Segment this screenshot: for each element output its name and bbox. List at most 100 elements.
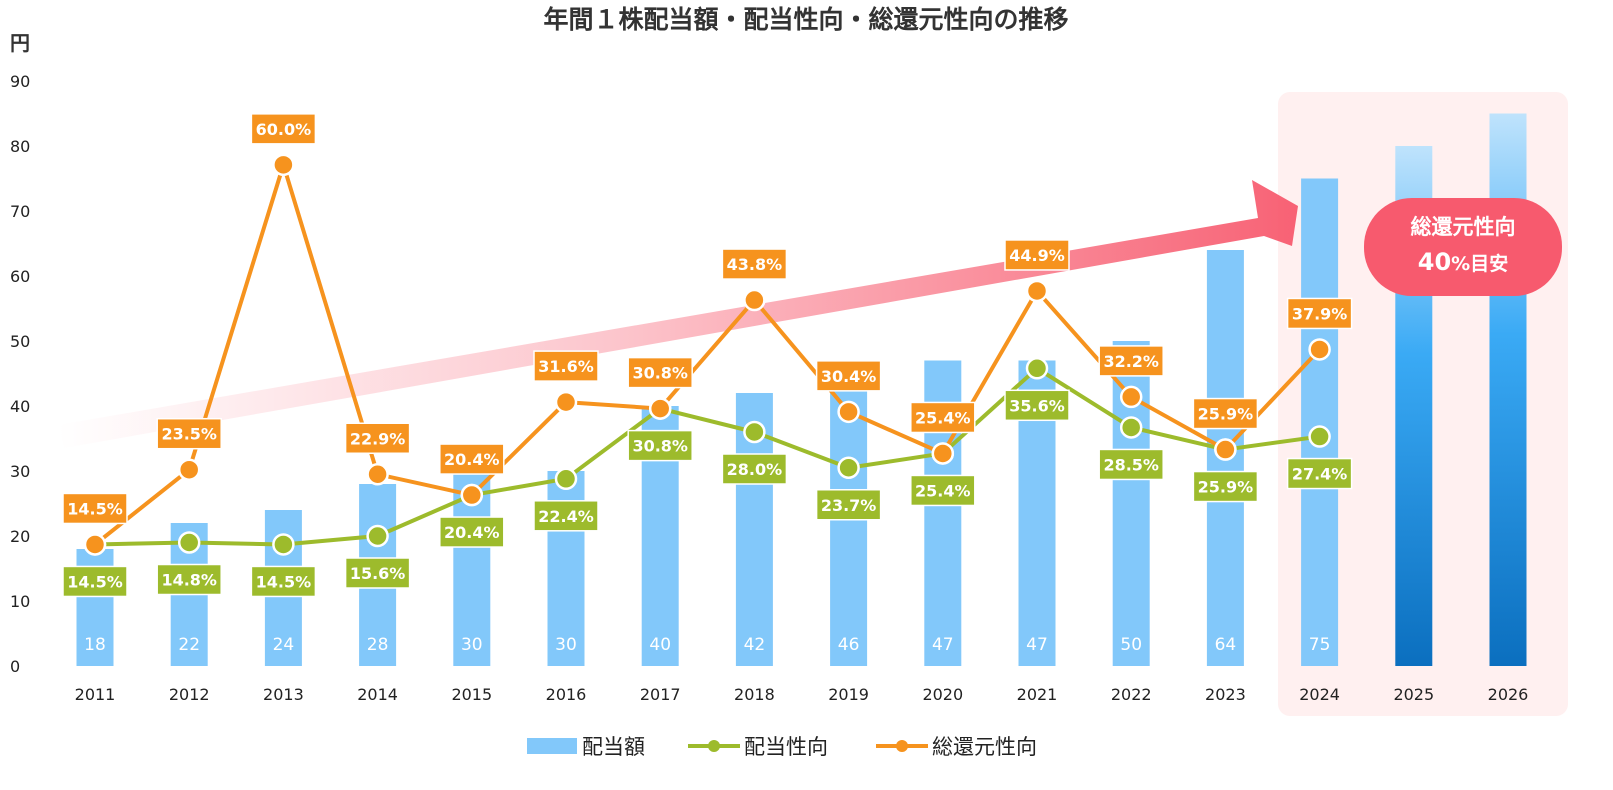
payout-ratio-label-2012-text: 14.8% xyxy=(161,571,217,590)
y-tick-label: 90 xyxy=(10,72,30,91)
total-return-ratio-point-2018 xyxy=(744,290,764,310)
y-tick-label: 60 xyxy=(10,267,30,286)
total-return-label-2019: 30.4% xyxy=(817,361,881,391)
total-return-label-2017: 30.8% xyxy=(628,358,692,388)
payout-ratio-label-2018: 28.0% xyxy=(722,454,786,484)
payout-ratio-label-2016-text: 22.4% xyxy=(538,507,594,526)
total-return-label-2011-text: 14.5% xyxy=(67,499,123,518)
chart: 年間１株配当額・配当性向・総還元性向の推移 円 0102030405060708… xyxy=(0,0,1613,790)
payout-ratio-label-2014-text: 15.6% xyxy=(350,564,406,583)
total-return-label-2024: 37.9% xyxy=(1288,298,1352,328)
x-tick-label: 2012 xyxy=(169,685,210,704)
x-tick-label: 2019 xyxy=(828,685,869,704)
total-return-ratio-point-2017 xyxy=(650,399,670,419)
x-tick-label: 2017 xyxy=(640,685,681,704)
payout-ratio-label-2011: 14.5% xyxy=(63,566,127,596)
total-return-label-2015: 20.4% xyxy=(440,444,504,474)
dividend-bar-label-2011: 18 xyxy=(84,635,106,655)
x-tick-label: 2025 xyxy=(1393,685,1434,704)
payout-ratio-point-2014 xyxy=(368,526,388,546)
dividend-bar-2026 xyxy=(1490,114,1527,667)
total-return-label-2022: 32.2% xyxy=(1099,346,1163,376)
payout-ratio-label-2021: 35.6% xyxy=(1005,390,1069,420)
x-tick-label: 2015 xyxy=(451,685,492,704)
total-return-label-2017-text: 30.8% xyxy=(632,364,688,383)
total-return-label-2020-text: 25.4% xyxy=(915,408,971,427)
total-return-label-2013: 60.0% xyxy=(251,114,315,144)
payout-ratio-point-2024 xyxy=(1310,427,1330,447)
x-tick-label: 2013 xyxy=(263,685,304,704)
total-return-ratio-point-2014 xyxy=(368,464,388,484)
payout-ratio-label-2011-text: 14.5% xyxy=(67,572,123,591)
payout-ratio-label-2013-text: 14.5% xyxy=(256,572,312,591)
total-return-label-2018-text: 43.8% xyxy=(727,255,783,274)
payout-ratio-label-2023: 25.9% xyxy=(1193,472,1257,502)
payout-ratio-label-2024-text: 27.4% xyxy=(1292,465,1348,484)
dividend-bar-label-2017: 40 xyxy=(649,635,671,655)
payout-ratio-label-2023-text: 25.9% xyxy=(1198,478,1254,497)
dividend-bar-label-2024: 75 xyxy=(1309,635,1331,655)
legend-payout-label: 配当性向 xyxy=(744,735,828,759)
total-return-label-2013-text: 60.0% xyxy=(256,120,312,139)
legend-total-return-label: 総還元性向 xyxy=(932,735,1037,759)
payout-ratio-point-2022 xyxy=(1121,417,1141,437)
payout-ratio-point-2016 xyxy=(556,469,576,489)
total-return-label-2022-text: 32.2% xyxy=(1103,352,1159,371)
y-tick-label: 50 xyxy=(10,332,30,351)
total-return-ratio-point-2022 xyxy=(1121,387,1141,407)
payout-ratio-label-2017: 30.8% xyxy=(628,431,692,461)
target-line2: 40%目安 xyxy=(1418,248,1508,276)
dividend-bar-label-2020: 47 xyxy=(932,635,954,655)
total-return-ratio-point-2020 xyxy=(933,443,953,463)
y-axis-unit: 円 xyxy=(10,31,30,55)
y-tick-label: 0 xyxy=(10,657,20,676)
dividend-bar-label-2021: 47 xyxy=(1026,635,1048,655)
payout-ratio-label-2015-text: 20.4% xyxy=(444,523,500,542)
dividend-bar-2024 xyxy=(1301,179,1338,667)
payout-ratio-label-2013: 14.5% xyxy=(251,566,315,596)
payout-ratio-label-2021-text: 35.6% xyxy=(1009,396,1065,415)
y-tick-label: 80 xyxy=(10,137,30,156)
total-return-label-2024-text: 37.9% xyxy=(1292,304,1348,323)
payout-ratio-label-2019-text: 23.7% xyxy=(821,496,877,515)
payout-ratio-label-2024: 27.4% xyxy=(1288,459,1352,489)
target-percent-rest: %目安 xyxy=(1451,252,1508,275)
total-return-ratio-point-2024 xyxy=(1310,339,1330,359)
x-tick-label: 2023 xyxy=(1205,685,1246,704)
dividend-bar-label-2019: 46 xyxy=(838,635,860,655)
x-tick-label: 2022 xyxy=(1111,685,1152,704)
payout-ratio-label-2016: 22.4% xyxy=(534,501,598,531)
total-return-ratio-point-2021 xyxy=(1027,281,1047,301)
dividend-bar-label-2013: 24 xyxy=(273,635,295,655)
x-tick-label: 2011 xyxy=(75,685,116,704)
y-tick-label: 70 xyxy=(10,202,30,221)
dividend-bar-label-2012: 22 xyxy=(178,635,200,655)
payout-ratio-label-2022-text: 28.5% xyxy=(1103,455,1159,474)
payout-ratio-label-2020: 25.4% xyxy=(911,475,975,505)
total-return-label-2021: 44.9% xyxy=(1005,240,1069,270)
total-return-ratio-point-2013 xyxy=(273,155,293,175)
total-return-label-2020: 25.4% xyxy=(911,402,975,432)
x-tick-label: 2016 xyxy=(546,685,587,704)
y-axis-ticks: 0102030405060708090 xyxy=(10,72,30,676)
total-return-label-2011: 14.5% xyxy=(63,493,127,523)
total-return-ratio-point-2012 xyxy=(179,460,199,480)
payout-ratio-point-2018 xyxy=(744,422,764,442)
total-return-ratio-point-2011 xyxy=(85,534,105,554)
total-return-label-2018: 43.8% xyxy=(722,249,786,279)
total-return-label-2023-text: 25.9% xyxy=(1198,405,1254,424)
legend-bar-swatch xyxy=(527,738,577,754)
dividend-bar-label-2023: 64 xyxy=(1215,635,1237,655)
x-tick-label: 2018 xyxy=(734,685,775,704)
dividend-bar-label-2014: 28 xyxy=(367,635,389,655)
payout-ratio-label-2018-text: 28.0% xyxy=(727,460,783,479)
total-return-label-2019-text: 30.4% xyxy=(821,367,877,386)
total-return-label-2015-text: 20.4% xyxy=(444,450,500,469)
payout-ratio-label-2014: 15.6% xyxy=(346,558,410,588)
total-return-label-2012-text: 23.5% xyxy=(161,425,217,444)
payout-ratio-label-2019: 23.7% xyxy=(817,490,881,520)
payout-ratio-point-2019 xyxy=(839,458,859,478)
target-annotation-bubble: 総還元性向 40%目安 xyxy=(1364,198,1562,296)
legend-payout-marker xyxy=(708,740,720,752)
total-return-ratio-point-2019 xyxy=(839,402,859,422)
